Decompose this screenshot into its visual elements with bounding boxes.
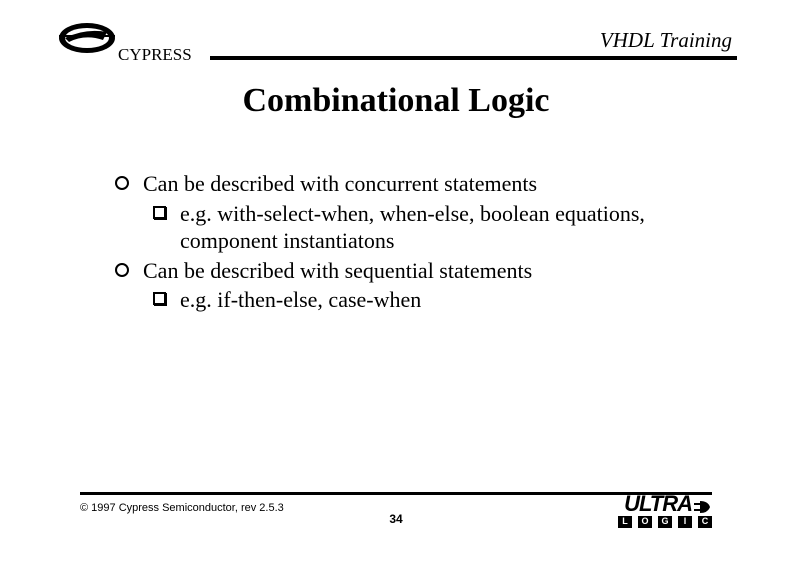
- ultra-word-text: ULTRA: [624, 494, 692, 514]
- sub-bullet-item: e.g. if-then-else, case-when: [153, 286, 702, 314]
- square-bullet-icon: [153, 206, 166, 219]
- bullet-text: Can be described with sequential stateme…: [143, 257, 702, 285]
- ultra-letter-box: G: [658, 516, 672, 528]
- ultra-letter-boxes: L O G I C: [618, 516, 712, 528]
- ultra-logo: ULTRA L O G I C: [618, 494, 712, 528]
- bullet-item: Can be described with concurrent stateme…: [115, 170, 702, 198]
- header: CYPRESS VHDL Training: [55, 20, 737, 65]
- slide: CYPRESS VHDL Training Combinational Logi…: [0, 0, 792, 562]
- gate-icon: [694, 500, 712, 514]
- header-title: VHDL Training: [600, 28, 732, 53]
- copyright-text: © 1997 Cypress Semiconductor, rev 2.5.3: [80, 502, 284, 514]
- ultra-letter-box: I: [678, 516, 692, 528]
- slide-title: Combinational Logic: [0, 82, 792, 120]
- bullet-text: Can be described with concurrent stateme…: [143, 170, 702, 198]
- bullet-item: Can be described with sequential stateme…: [115, 257, 702, 285]
- ultra-letter-box: O: [638, 516, 652, 528]
- company-name-text: CYPRESS: [118, 45, 192, 64]
- header-rule: [210, 56, 737, 60]
- footer: © 1997 Cypress Semiconductor, rev 2.5.3 …: [80, 492, 712, 532]
- cypress-logo: CYPRESS: [55, 20, 205, 70]
- sub-bullet-text: e.g. if-then-else, case-when: [180, 286, 702, 314]
- ultra-letter-box: L: [618, 516, 632, 528]
- sub-bullet-item: e.g. with-select-when, when-else, boolea…: [153, 200, 702, 255]
- content-area: Can be described with concurrent stateme…: [115, 170, 702, 316]
- circle-bullet-icon: [115, 263, 129, 277]
- page-number: 34: [389, 512, 402, 526]
- ultra-letter-box: C: [698, 516, 712, 528]
- ultra-word: ULTRA: [618, 494, 712, 514]
- sub-bullet-text: e.g. with-select-when, when-else, boolea…: [180, 200, 702, 255]
- circle-bullet-icon: [115, 176, 129, 190]
- square-bullet-icon: [153, 292, 166, 305]
